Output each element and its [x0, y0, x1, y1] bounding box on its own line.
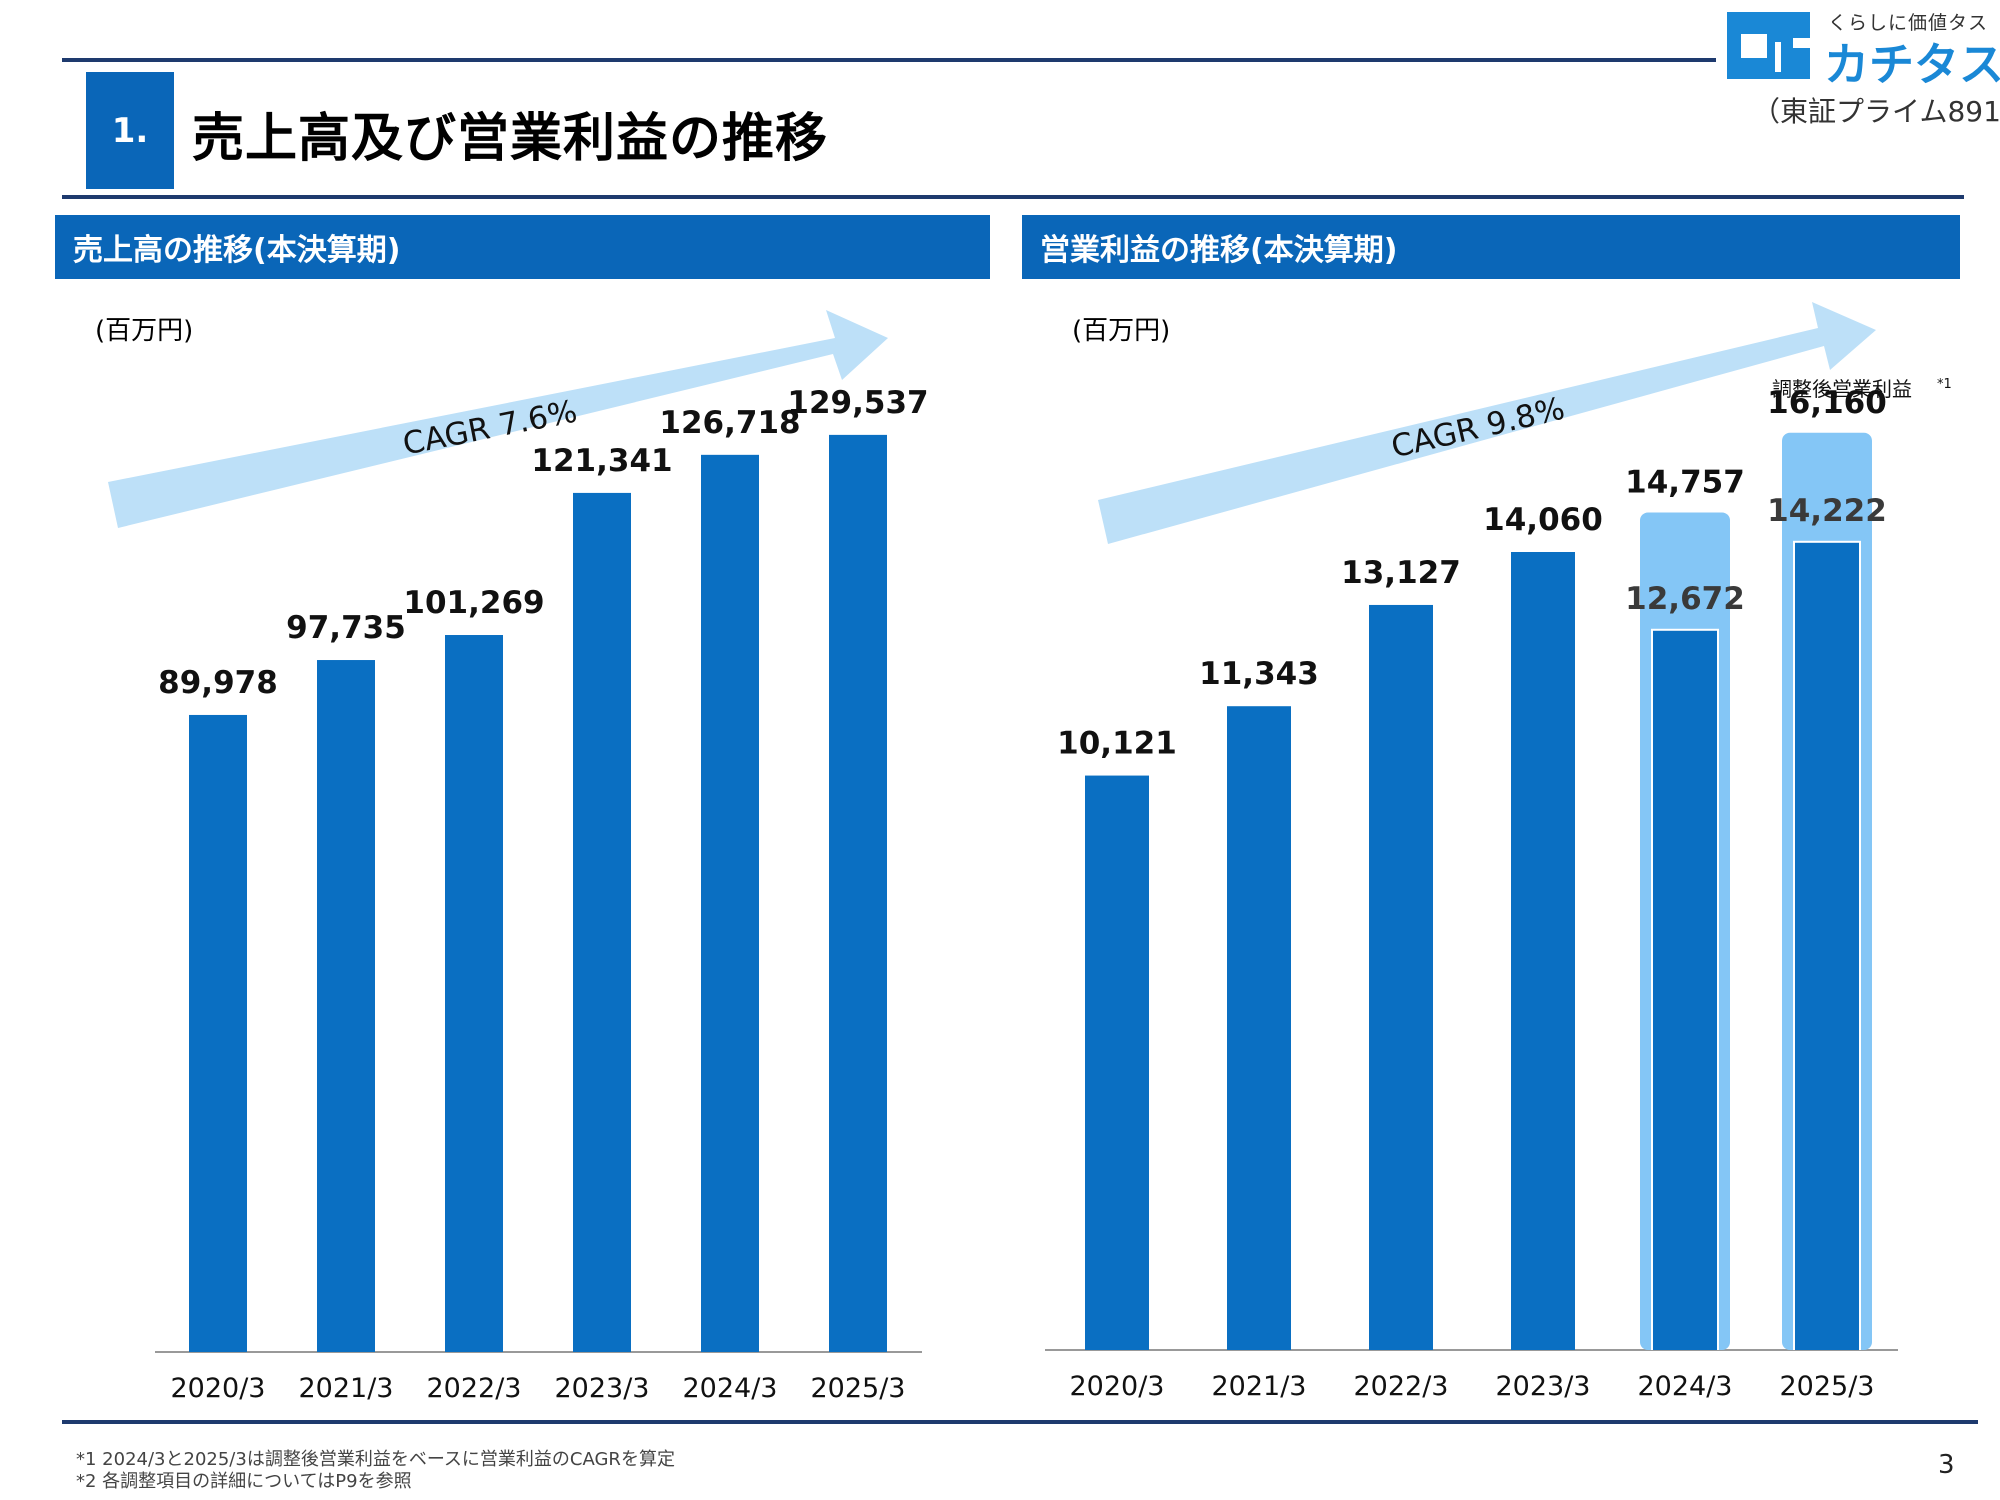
sales-value-label: 121,341 [531, 443, 672, 479]
profit-unit-label: (百万円) [1072, 316, 1171, 346]
sales-value-label: 89,978 [158, 665, 278, 701]
profit-value-label: 14,060 [1483, 502, 1603, 538]
adjusted-legend-note: *1 [1937, 377, 1952, 392]
profit-adjusted-value-label: 16,160 [1767, 385, 1887, 421]
sales-bar [829, 434, 887, 1352]
header-top-rule [62, 58, 1716, 62]
profit-value-label: 12,672 [1625, 581, 1745, 617]
profit-value-label: 14,222 [1767, 493, 1887, 529]
footer-rule [62, 1420, 1978, 1424]
profit-section-title: 営業利益の推移(本決算期) [1040, 233, 1398, 268]
logo-tagline: くらしに価値タス [1828, 12, 1989, 34]
sales-bar [573, 492, 631, 1352]
profit-value-label: 10,121 [1057, 726, 1177, 762]
footnote-2: *2 各調整項目の詳細についてはP9を参照 [76, 1471, 412, 1492]
profit-bar [1653, 630, 1717, 1350]
profit-category-label: 2022/3 [1354, 1371, 1449, 1402]
profit-bar [1227, 706, 1291, 1350]
logo-name: カチタス [1824, 38, 2000, 91]
sales-value-label: 129,537 [787, 385, 928, 421]
page-number: 3 [1938, 1450, 1955, 1480]
sales-unit-label: (百万円) [95, 316, 194, 346]
footnote-1: *1 2024/3と2025/3は調整後営業利益をベースに営業利益のCAGRを算… [76, 1449, 675, 1470]
profit-value-label: 13,127 [1341, 555, 1461, 591]
profit-cagr-arrow [1098, 302, 1876, 544]
profit-value-label: 11,343 [1199, 656, 1319, 692]
stock-ticker: （東証プライム8919） [1752, 95, 2000, 128]
profit-bar [1511, 552, 1575, 1350]
page-title: 売上高及び営業利益の推移 [192, 109, 829, 169]
sales-category-label: 2021/3 [299, 1373, 394, 1404]
sales-bar [701, 454, 759, 1352]
sales-category-label: 2020/3 [171, 1373, 266, 1404]
profit-category-label: 2025/3 [1780, 1371, 1875, 1402]
sales-section-header: 売上高の推移(本決算期) [55, 215, 990, 279]
sales-value-label: 101,269 [403, 585, 544, 621]
sales-category-label: 2023/3 [555, 1373, 650, 1404]
profit-cagr-label: CAGR 9.8% [1388, 391, 1568, 466]
sales-category-label: 2024/3 [683, 1373, 778, 1404]
profit-category-label: 2023/3 [1496, 1371, 1591, 1402]
profit-bar [1085, 775, 1149, 1350]
section-number-badge: 1. [86, 72, 174, 189]
profit-bar [1795, 542, 1859, 1350]
sales-cagr-arrow [108, 310, 888, 528]
katitas-logo-mark [1727, 12, 1810, 79]
sales-category-label: 2022/3 [427, 1373, 522, 1404]
sales-value-label: 126,718 [659, 405, 800, 441]
profit-category-label: 2021/3 [1212, 1371, 1307, 1402]
profit-bar [1369, 604, 1433, 1350]
sales-value-label: 97,735 [286, 610, 406, 646]
sales-category-label: 2025/3 [811, 1373, 906, 1404]
profit-adjusted-value-label: 14,757 [1625, 464, 1745, 500]
profit-category-label: 2020/3 [1070, 1371, 1165, 1402]
adjusted-legend-label: 調整後営業利益 [1772, 377, 1912, 401]
profit-category-label: 2024/3 [1638, 1371, 1733, 1402]
sales-bar [189, 714, 247, 1352]
sales-section-title: 売上高の推移(本決算期) [73, 233, 401, 268]
header-bottom-rule [62, 195, 1964, 199]
sales-bar [445, 635, 503, 1352]
sales-bar [317, 660, 375, 1352]
profit-section-header: 営業利益の推移(本決算期) [1022, 215, 1960, 279]
section-number: 1. [111, 110, 149, 151]
